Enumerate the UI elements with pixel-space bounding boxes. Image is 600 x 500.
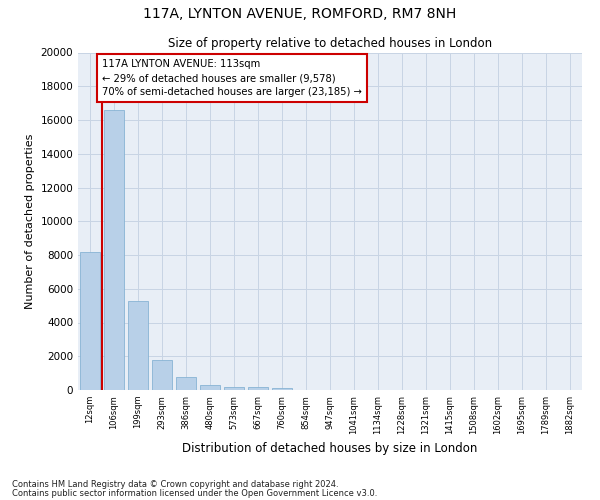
Title: Size of property relative to detached houses in London: Size of property relative to detached ho… [168,37,492,50]
Bar [248,388,268,390]
Bar [200,385,220,390]
Bar [128,300,148,390]
X-axis label: Distribution of detached houses by size in London: Distribution of detached houses by size … [182,442,478,456]
Bar [272,388,292,390]
Bar [80,252,100,390]
Bar [224,386,244,390]
Text: Contains public sector information licensed under the Open Government Licence v3: Contains public sector information licen… [12,488,377,498]
Text: Contains HM Land Registry data © Crown copyright and database right 2024.: Contains HM Land Registry data © Crown c… [12,480,338,489]
Bar [104,110,124,390]
Bar [176,378,196,390]
Bar [152,360,172,390]
Text: 117A, LYNTON AVENUE, ROMFORD, RM7 8NH: 117A, LYNTON AVENUE, ROMFORD, RM7 8NH [143,8,457,22]
Y-axis label: Number of detached properties: Number of detached properties [25,134,35,309]
Text: 117A LYNTON AVENUE: 113sqm
← 29% of detached houses are smaller (9,578)
70% of s: 117A LYNTON AVENUE: 113sqm ← 29% of deta… [103,59,362,97]
